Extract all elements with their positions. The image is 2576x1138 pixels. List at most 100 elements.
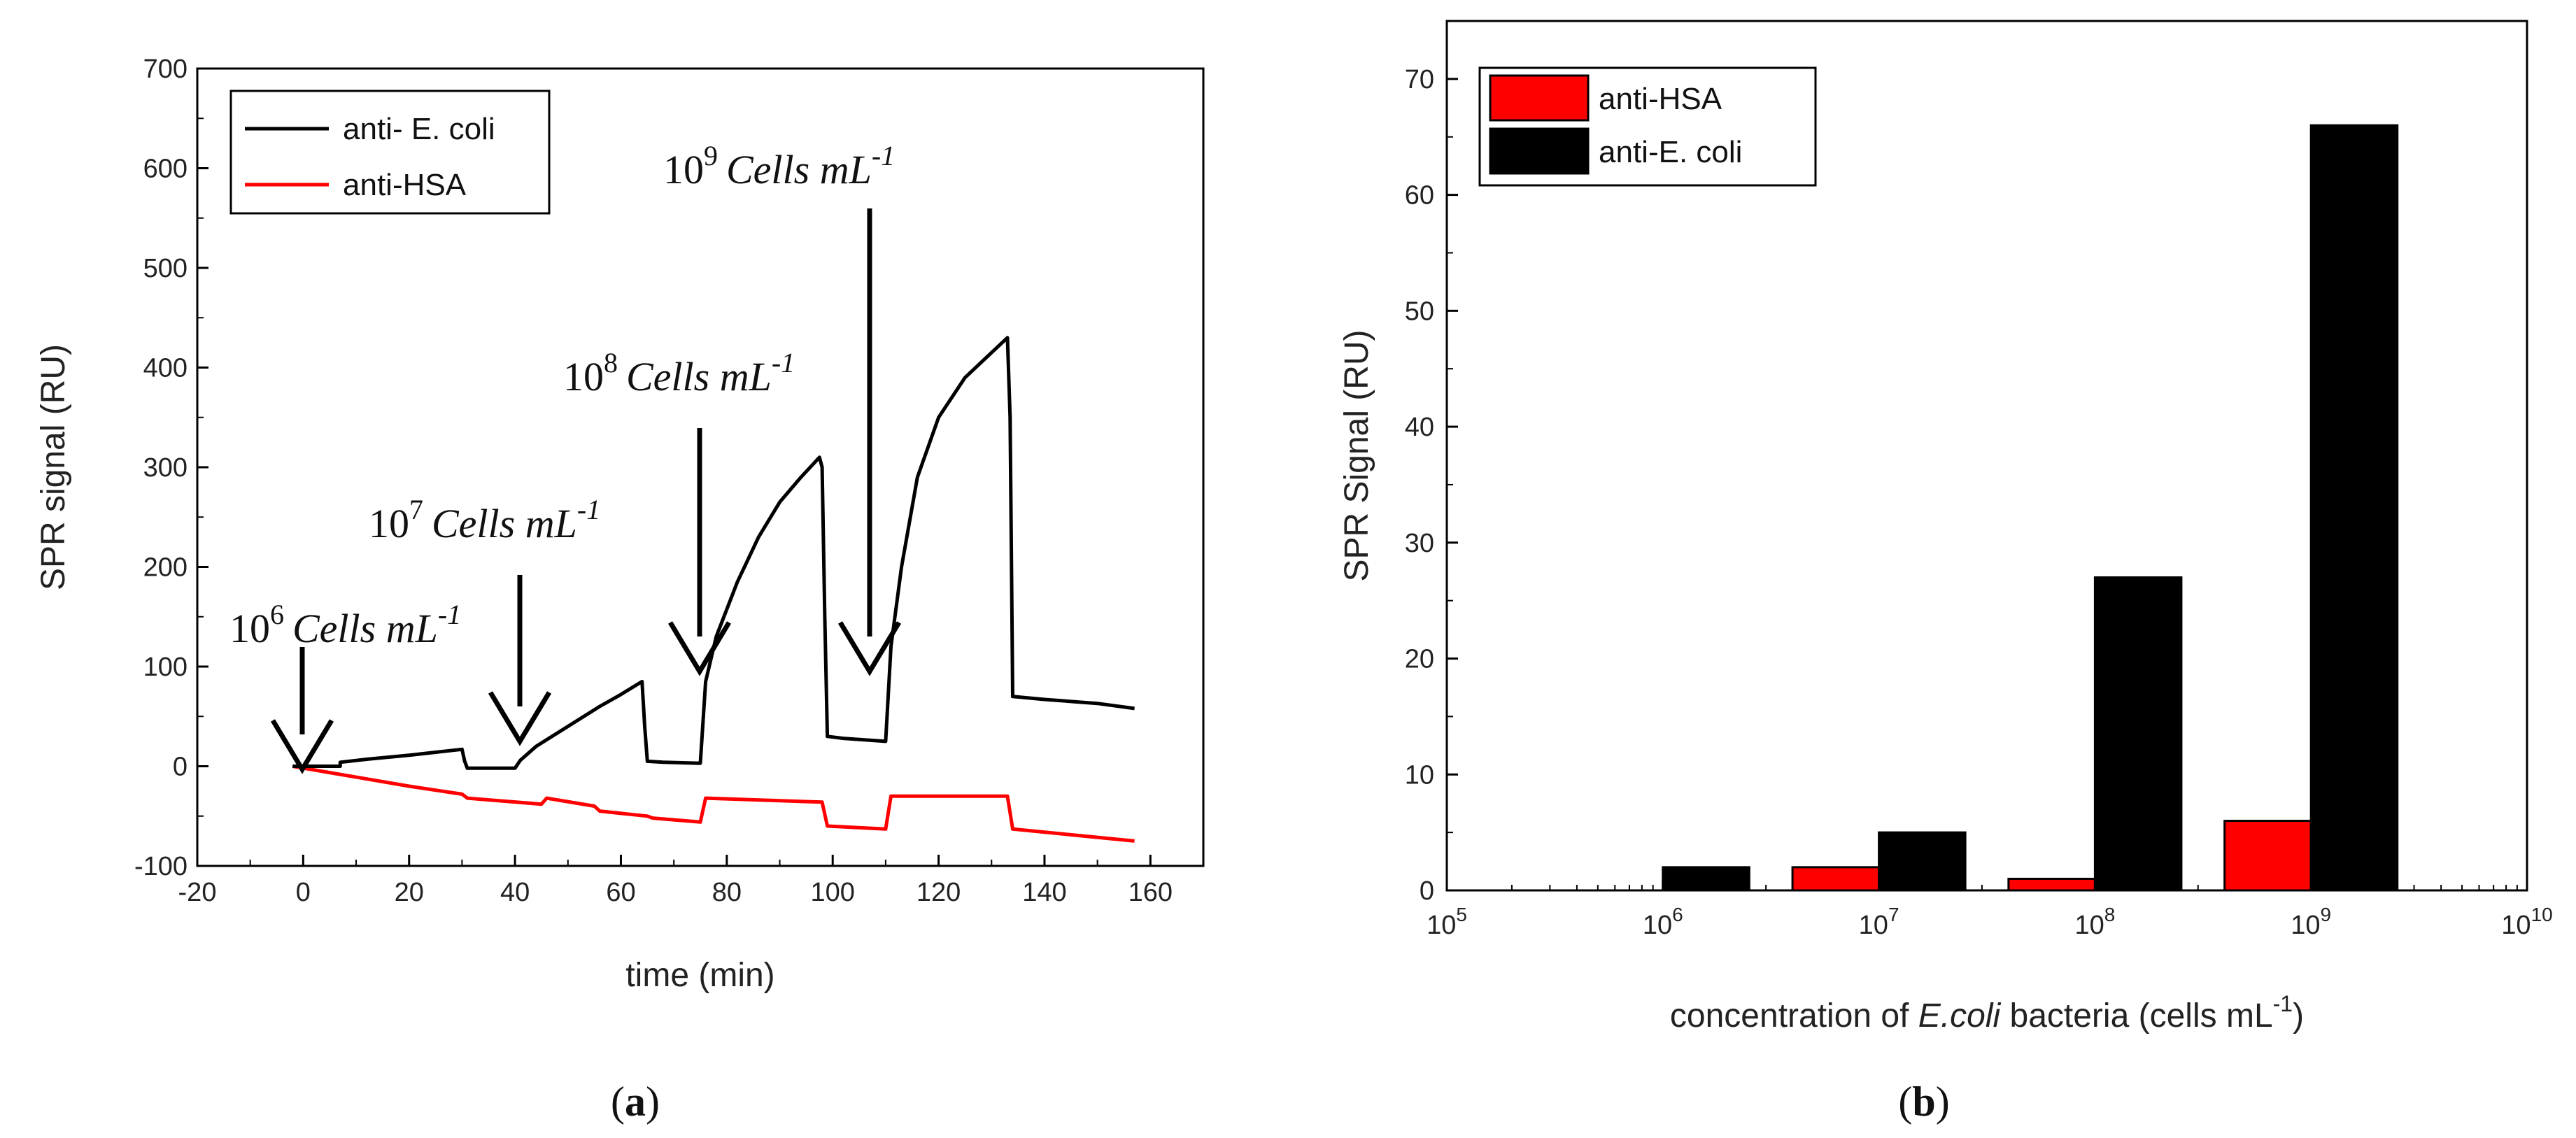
annotation-base: 10 [563,354,604,399]
bar-anti-hsa [1791,866,1881,892]
x-axis-label-suffix: bacteria (cells mL [2000,997,2272,1034]
arrow-head [667,621,732,676]
annotation-exponent: 9 [704,140,718,171]
y-axis-label: SPR signal (RU) [35,344,72,590]
y-tick-label: 10 [1405,760,1434,790]
y-tick-label: 0 [1420,876,1434,906]
annotation-unit-exponent: -1 [577,494,600,525]
concentration-annotation: 106 Cells mL-1 [229,599,461,651]
y-tick-label: -100 [134,852,187,881]
x-tick-exponent: 8 [2104,904,2116,925]
concentration-annotation: 109 Cells mL-1 [663,140,895,192]
annotation-exponent: 7 [409,494,423,525]
annotation-base: 10 [663,147,704,192]
legend-box [229,90,551,215]
y-tick-label: 700 [143,55,187,84]
legend-label: anti-HSA [343,168,467,202]
y-tick-label: 500 [143,254,187,283]
bar-anti-ecoli [1662,866,1750,892]
x-tick-label: 140 [1022,878,1066,907]
x-tick-label: 40 [500,878,530,907]
arrow-head [488,691,552,746]
series-anti-hsa-line [292,764,1135,843]
panel-label-letter: b [1912,1079,1935,1125]
x-axis-label-close: ) [2293,997,2304,1034]
panel-label-b: (b) [1898,1079,1949,1125]
x-tick-base: 10 [2501,911,2531,940]
x-tick-label: 105 [1427,904,1467,940]
annotation-text: Cells mL [432,501,577,546]
y-tick-label: 400 [143,354,187,383]
annotation-base: 10 [369,501,409,546]
x-axis-label-prefix: concentration of [1670,997,1918,1034]
x-tick-base: 10 [2291,911,2320,940]
x-axis-label-italic: E.coli [1918,997,2002,1034]
arrow-head [837,621,902,676]
panel-label-paren: ( [1898,1079,1912,1125]
x-tick-base: 10 [1643,911,1672,940]
y-tick-label: 40 [1405,413,1434,442]
annotation-text: Cells mL [626,354,772,399]
legend-swatch [1489,74,1590,122]
annotation-base: 10 [229,606,270,651]
annotation-exponent: 6 [270,599,284,630]
x-tick-exponent: 10 [2531,904,2553,925]
x-tick-base: 10 [2074,911,2104,940]
y-tick-label: 600 [143,155,187,184]
y-tick-label: 60 [1405,181,1434,211]
x-tick-base: 10 [1859,911,1888,940]
arrow-head [270,719,334,774]
y-tick-label: 0 [173,753,187,782]
y-tick-label: 300 [143,453,187,483]
panel-label-letter: a [625,1079,646,1125]
x-tick-label: -20 [178,878,217,907]
x-axis-label: time (min) [625,957,774,994]
y-tick-label: 200 [143,553,187,583]
legend: anti-HSA anti-E. coli [1478,66,1817,187]
x-tick-label: 1010 [2501,904,2552,940]
x-tick-exponent: 9 [2321,904,2332,925]
x-tick-label: 106 [1643,904,1683,940]
annotation-unit-exponent: -1 [872,140,895,171]
bar-anti-ecoli [1878,831,1967,892]
legend-label: anti-HSA [1599,82,1722,116]
annotation-text: Cells mL [292,606,438,651]
y-tick-label: 20 [1405,645,1434,674]
x-tick-label: 160 [1128,878,1173,907]
x-tick-label: 20 [395,878,424,907]
y-axis-label: SPR Signal (RU) [1338,329,1375,581]
plot-frame [1445,20,2528,892]
y-tick-label: 30 [1405,529,1434,558]
panel-label-paren: ) [1936,1079,1950,1125]
y-tick-label: 70 [1405,65,1434,94]
x-tick-base: 10 [1427,911,1456,940]
legend-label: anti-E. coli [1599,135,1742,169]
x-tick-exponent: 6 [1672,904,1683,925]
x-tick-label: 108 [2074,904,2115,940]
concentration-annotation: 107 Cells mL-1 [369,494,600,546]
x-tick-label: 109 [2291,904,2331,940]
x-tick-label: 0 [296,878,311,907]
bar-anti-ecoli [2309,124,2399,892]
annotation-unit-exponent: -1 [772,347,795,378]
y-tick-label: 100 [143,653,187,682]
annotation-exponent: 8 [604,347,618,378]
legend-label: anti- E. coli [343,112,495,146]
y-tick-label: 50 [1405,297,1434,326]
panel-a: -100 0 100 200 300 400 500 600 700 -20 0 20 40 60 80 10… [35,55,1205,1125]
x-tick-label: 80 [712,878,742,907]
legend: anti- E. coli anti-HSA [229,90,551,215]
panel-label-a: (a) [611,1079,660,1125]
bar-anti-ecoli [2093,576,2183,892]
panel-label-paren: ( [611,1079,625,1125]
x-tick-label: 60 [606,878,635,907]
x-tick-exponent: 5 [1456,904,1467,925]
legend-swatch [1489,127,1590,175]
concentration-annotation: 108 Cells mL-1 [563,347,795,399]
x-tick-exponent: 7 [1888,904,1899,925]
x-axis-label: concentration of E.coli bacteria (cells … [1670,991,2304,1034]
annotation-text: Cells mL [726,147,872,192]
x-axis-label-exponent: -1 [2273,991,2293,1016]
